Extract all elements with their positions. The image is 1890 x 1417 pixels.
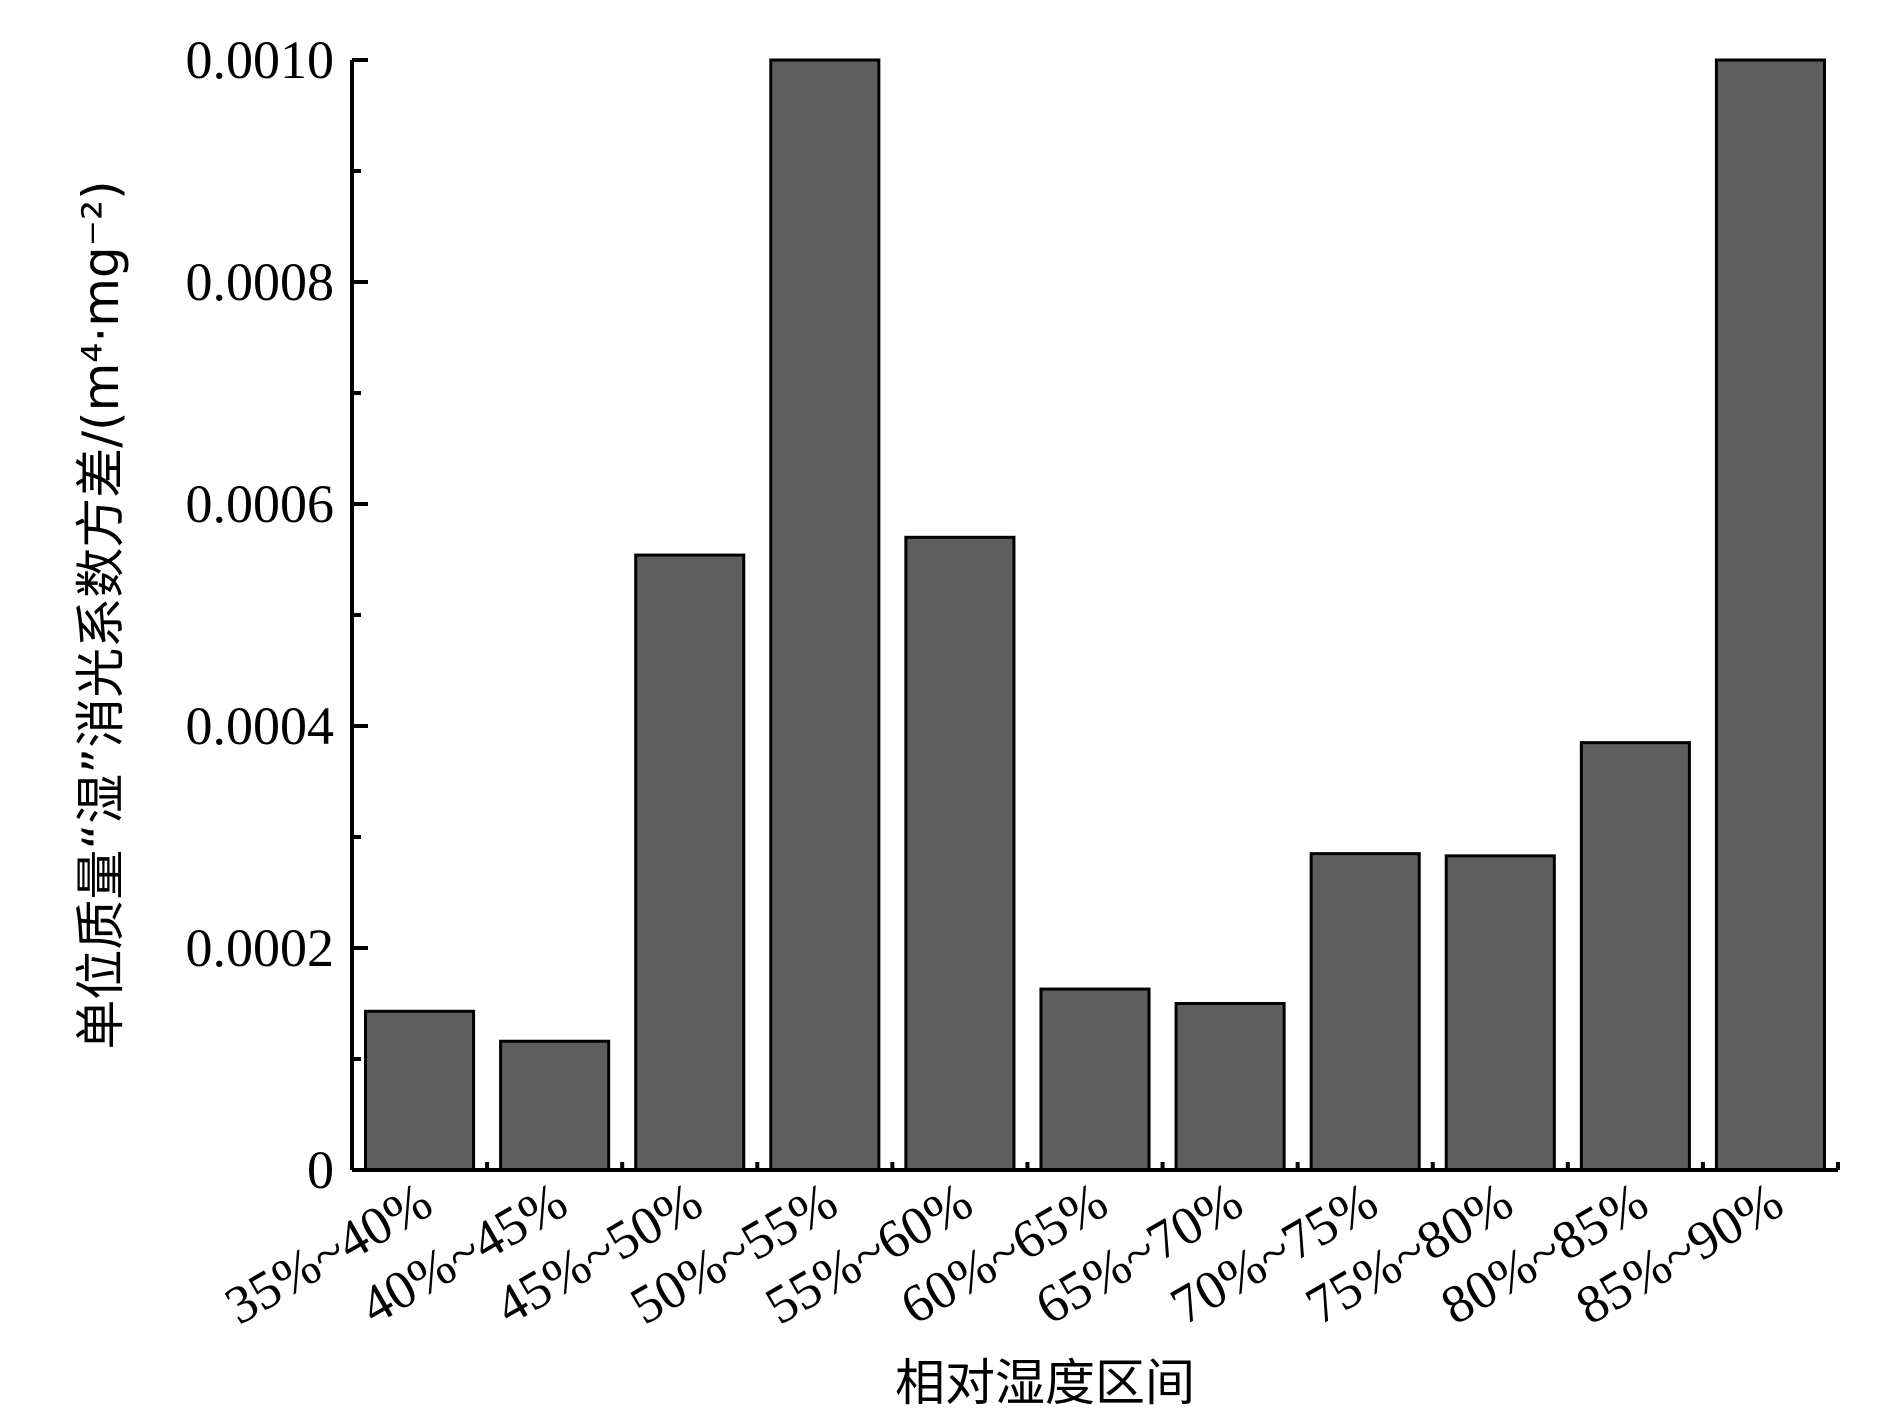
- bar-60%~65%: [1039, 987, 1151, 1172]
- bar-55%~60%: [904, 535, 1016, 1172]
- bar-65%~70%: [1174, 1002, 1286, 1172]
- bar-80%~85%: [1579, 741, 1691, 1172]
- bar-45%~50%: [634, 553, 746, 1172]
- y-tick-label: 0.0006: [186, 474, 335, 534]
- y-tick-label: 0.0002: [186, 918, 335, 978]
- y-tick-label: 0.0004: [186, 696, 335, 756]
- y-tick-label: 0.0008: [186, 252, 335, 312]
- bar-70%~75%: [1309, 852, 1421, 1172]
- y-axis-title: 单位质量“湿”消光系数方差/(m⁴·mg⁻²): [72, 180, 130, 1049]
- y-tick-label: 0.0010: [186, 30, 335, 90]
- y-tick-label: 0: [307, 1140, 334, 1200]
- bar-75%~80%: [1444, 854, 1556, 1172]
- x-axis-title: 相对湿度区间: [895, 1354, 1195, 1412]
- bar-50%~55%: [769, 58, 881, 1172]
- y-ticks-group: 0 0.0002 0.0004 0.0006 0.0008 0.0010: [186, 30, 368, 1200]
- bar-40%~45%: [499, 1039, 611, 1172]
- bar-35%~40%: [364, 1009, 476, 1172]
- bars-group: [364, 58, 1826, 1172]
- bar-85%~90%: [1714, 58, 1826, 1172]
- x-ticks-group: 35%~40%40%~45%45%~50%50%~55%55%~60%60%~6…: [215, 1162, 1840, 1336]
